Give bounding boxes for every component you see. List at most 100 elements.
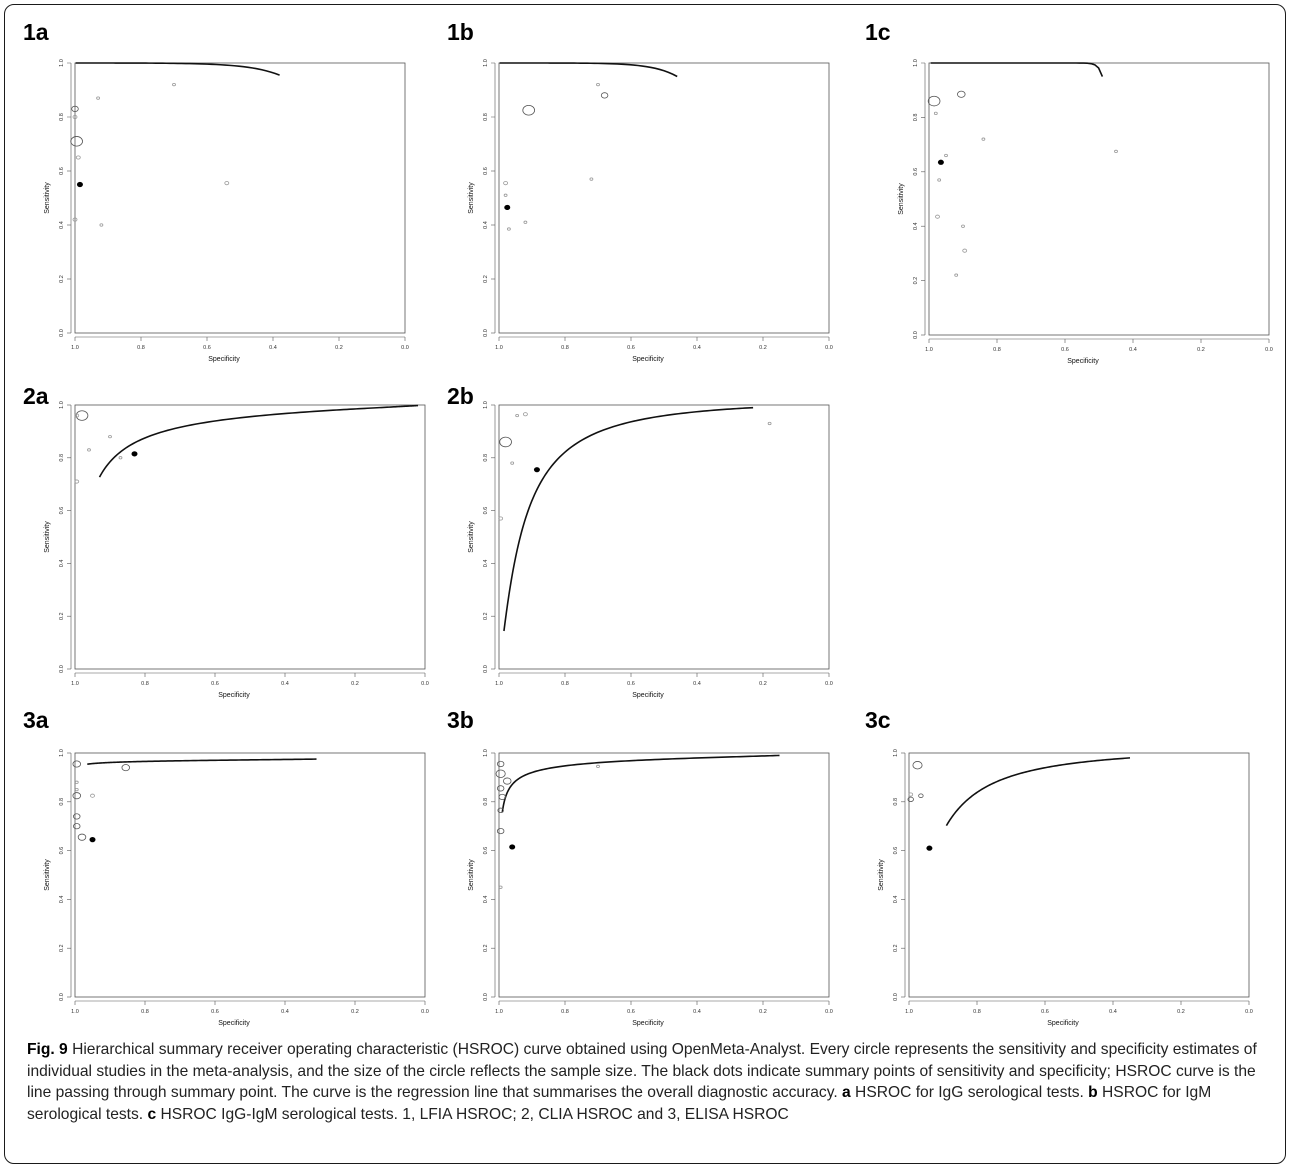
study-circle <box>912 761 923 770</box>
study-circle <box>108 435 112 439</box>
x-tick-label: 0.4 <box>693 1009 701 1015</box>
study-circle <box>503 181 508 186</box>
study-circle <box>937 178 942 182</box>
summary-point <box>937 159 944 165</box>
summary-point <box>504 204 511 211</box>
x-tick-label: 0.8 <box>141 681 149 687</box>
panel-label: 1b <box>447 19 474 45</box>
study-circle <box>74 780 79 784</box>
x-tick-label: 0.6 <box>203 345 211 351</box>
study-circle <box>96 96 100 100</box>
x-tick-label: 0.2 <box>351 681 359 687</box>
y-tick-label: 1.0 <box>893 749 899 757</box>
x-axis-label: Specificity <box>1067 358 1099 365</box>
y-tick-label: 0.0 <box>913 331 919 339</box>
x-axis-label: Specificity <box>632 692 664 699</box>
y-axis-label: Sensitivity <box>468 521 475 553</box>
chart-3a: 1.0 0.8 0.6 0.4 0.2 0.0 0.0 0.2 0.4 0.6 0.8 1.0 Spec… <box>44 749 429 1027</box>
x-tick-label: 0.8 <box>973 1009 981 1015</box>
panel-2b: 2b 1.0 0.8 0.6 0.4 0.2 0.0 0.0 0.2 0.4 0.6 0.8 1.0 S… <box>447 385 847 707</box>
study-circle <box>74 787 79 792</box>
x-tick-label: 0.6 <box>627 681 635 687</box>
study-circle <box>1114 149 1118 154</box>
x-tick-label: 0.4 <box>1109 1009 1117 1015</box>
y-axis-label: Sensitivity <box>468 182 475 214</box>
study-circle <box>954 273 959 277</box>
y-tick-label: 0.8 <box>59 454 65 462</box>
x-tick-label: 1.0 <box>71 1009 79 1015</box>
caption-a-text: HSROC for IgG serological tests. <box>850 1084 1089 1101</box>
study-circle <box>87 448 91 452</box>
study-circle <box>510 461 515 465</box>
study-circle <box>596 82 600 87</box>
x-tick-label: 0.4 <box>281 681 289 687</box>
study-circle <box>75 410 89 421</box>
y-tick-label: 0.8 <box>59 798 65 806</box>
x-tick-label: 0.6 <box>211 1009 219 1015</box>
study-circle <box>981 137 986 141</box>
x-axis-label: Specificity <box>218 692 250 699</box>
x-tick-label: 0.0 <box>421 681 429 687</box>
y-axis-label: Sensitivity <box>44 521 51 553</box>
x-tick-label: 1.0 <box>495 681 503 687</box>
x-axis-label: Specificity <box>632 356 664 363</box>
chart-1b: 1.0 0.8 0.6 0.4 0.2 0.0 0.0 0.2 0.4 0.6 0.8 1.0 Spec… <box>468 59 833 363</box>
y-tick-label: 0.2 <box>59 612 65 620</box>
y-tick-label: 1.0 <box>483 59 489 67</box>
study-circle <box>72 760 81 768</box>
x-tick-label: 0.0 <box>1265 347 1273 353</box>
y-tick-label: 0.2 <box>893 944 899 952</box>
study-circle <box>498 516 504 521</box>
x-tick-label: 0.4 <box>1129 347 1137 353</box>
x-tick-label: 0.2 <box>1197 347 1205 353</box>
y-tick-label: 0.0 <box>59 993 65 1001</box>
x-tick-label: 0.6 <box>627 345 635 351</box>
caption-a-label: a <box>842 1084 851 1101</box>
y-tick-label: 0.0 <box>59 665 65 673</box>
plot-frame <box>928 62 1270 336</box>
study-circle <box>908 792 914 797</box>
hsroc-curve <box>930 62 1104 77</box>
y-tick-label: 0.2 <box>483 944 489 952</box>
caption-b-label: b <box>1088 1084 1098 1101</box>
x-tick-label: 1.0 <box>71 345 79 351</box>
caption-fig-label: Fig. 9 <box>27 1041 68 1058</box>
study-circle <box>497 807 504 814</box>
chart-2b: 1.0 0.8 0.6 0.4 0.2 0.0 0.0 0.2 0.4 0.6 0.8 1.0 Spec… <box>468 401 833 699</box>
y-tick-label: 0.4 <box>59 560 65 568</box>
y-tick-label: 0.8 <box>483 798 489 806</box>
x-tick-label: 0.0 <box>421 1009 429 1015</box>
study-circle <box>90 793 95 798</box>
y-tick-label: 1.0 <box>59 749 65 757</box>
x-tick-label: 0.8 <box>993 347 1001 353</box>
study-circle <box>499 436 512 448</box>
x-tick-label: 0.2 <box>759 345 767 351</box>
study-circle <box>600 92 609 99</box>
study-circle <box>907 796 914 803</box>
caption-b-text: HSROC for IgM serological tests. <box>27 1084 1212 1123</box>
y-tick-label: 0.2 <box>59 944 65 952</box>
study-circle <box>507 227 511 231</box>
x-tick-label: 1.0 <box>495 345 503 351</box>
y-tick-label: 0.8 <box>483 454 489 462</box>
x-tick-label: 0.8 <box>141 1009 149 1015</box>
panel-2a: 2a 1.0 0.8 0.6 0.4 0.2 0.0 0.0 0.2 0.4 0.6 0.8 1.0 S… <box>23 385 429 707</box>
y-tick-label: 1.0 <box>59 401 65 409</box>
y-tick-label: 0.6 <box>483 167 489 175</box>
x-tick-label: 0.2 <box>759 1009 767 1015</box>
figure: 1a 1.0 0.8 0.6 0.4 0.2 0.0 0.0 0.2 0.4 0.6 0.8 1.0 S… <box>4 4 1286 1164</box>
x-tick-label: 0.8 <box>561 681 569 687</box>
y-tick-label: 0.6 <box>483 507 489 515</box>
hsroc-curve <box>87 758 317 765</box>
study-circle <box>496 760 505 768</box>
y-tick-label: 0.0 <box>893 993 899 1001</box>
y-tick-label: 0.6 <box>59 507 65 515</box>
plot-frame <box>498 404 830 670</box>
y-tick-label: 0.0 <box>483 329 489 337</box>
panel-label: 3a <box>23 707 49 733</box>
y-axis-label: Sensitivity <box>44 859 51 891</box>
x-tick-label: 0.8 <box>561 1009 569 1015</box>
hsroc-curve <box>499 62 678 78</box>
summary-point <box>131 451 138 457</box>
y-tick-label: 0.2 <box>913 277 919 285</box>
